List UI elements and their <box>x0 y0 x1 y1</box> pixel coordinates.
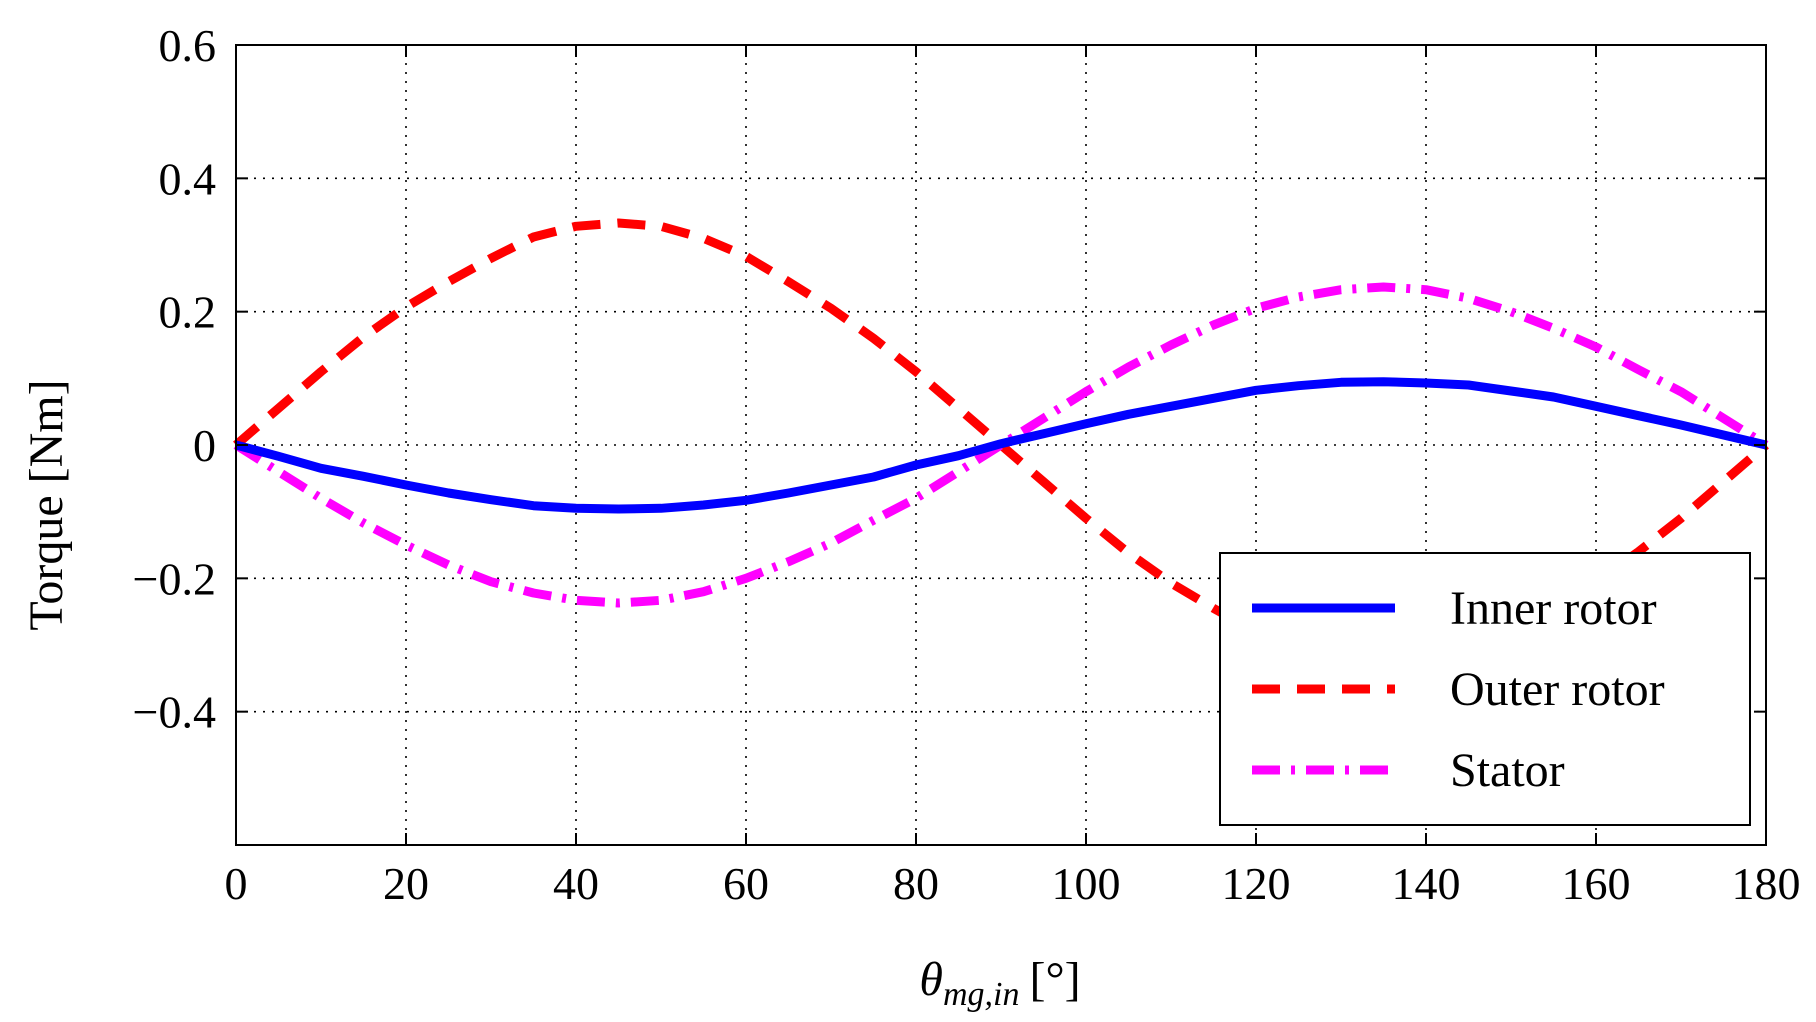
x-tick-label: 20 <box>383 858 429 909</box>
x-axis-label-unit: [°] <box>1029 953 1080 1006</box>
legend-label: Inner rotor <box>1450 582 1657 635</box>
y-tick-label: 0 <box>193 420 216 471</box>
x-tick-label: 0 <box>225 858 248 909</box>
y-tick-label: 0.6 <box>159 20 217 71</box>
x-tick-label: 80 <box>893 858 939 909</box>
x-tick-label: 60 <box>723 858 769 909</box>
x-tick-label: 140 <box>1392 858 1461 909</box>
y-tick-label: 0.2 <box>159 287 217 338</box>
y-tick-label: −0.4 <box>133 687 216 738</box>
x-tick-label: 120 <box>1222 858 1291 909</box>
y-tick-label: −0.2 <box>133 553 216 604</box>
x-tick-label: 160 <box>1562 858 1631 909</box>
y-tick-label: 0.4 <box>159 153 217 204</box>
x-axis-label-symbol: θ <box>919 953 943 1006</box>
x-tick-label: 100 <box>1052 858 1121 909</box>
series-line-inner-rotor <box>234 377 1768 514</box>
x-tick-label: 40 <box>553 858 599 909</box>
axis-ticks: 0 20 40 60 80 100 120 140 160 180 −0.4 −0.2 0 0.2 0.4 0… <box>133 20 1801 909</box>
series-line-stator <box>233 282 1769 608</box>
legend: Inner rotor Outer rotor Stator <box>1219 552 1751 826</box>
x-axis-label: θmg,in [°] <box>919 953 1080 1013</box>
legend-label: Outer rotor <box>1450 663 1665 716</box>
x-axis-label-subscript: mg,in <box>943 976 1020 1013</box>
x-tick-label: 180 <box>1732 858 1801 909</box>
y-axis-label: Torque [Nm] <box>20 379 73 630</box>
legend-label: Stator <box>1450 744 1565 797</box>
